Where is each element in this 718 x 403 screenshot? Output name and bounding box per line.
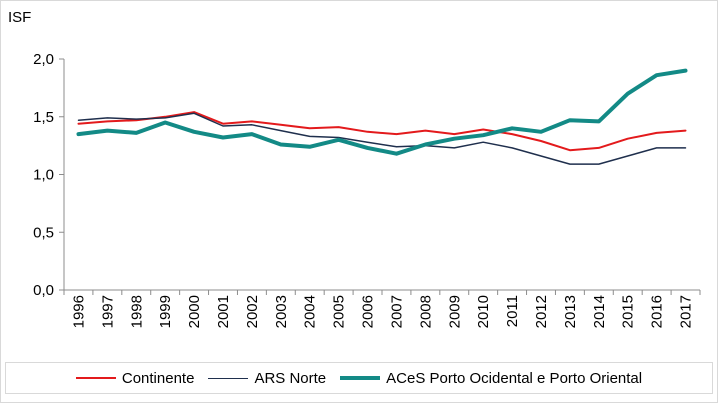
- legend-label-aces-porto: ACeS Porto Ocidental e Porto Oriental: [386, 369, 643, 387]
- y-tick-label: 1,5: [33, 109, 54, 126]
- x-tick-label: 2000: [186, 295, 203, 328]
- legend-item-aces-porto: ACeS Porto Ocidental e Porto Oriental: [340, 370, 642, 387]
- series-line-ars-norte: [77, 112, 687, 165]
- x-tick-label: 2017: [678, 295, 695, 328]
- x-tick-label: 2006: [360, 295, 377, 328]
- x-tick-label: 2009: [446, 295, 463, 328]
- x-tick-label: 2003: [273, 295, 290, 328]
- x-tick-label: 2004: [302, 295, 319, 328]
- x-tick-label: 1996: [70, 295, 87, 328]
- legend-item-ars-norte: ARS Norte: [208, 370, 326, 387]
- legend-label-ars-norte: ARS Norte: [254, 369, 327, 387]
- x-tick-label: 2008: [417, 295, 434, 328]
- legend-label-continente: Continente: [121, 369, 195, 387]
- x-tick-label: 2007: [388, 295, 405, 328]
- series-line-aces-porto-ocidental-e-porto-oriental: [76, 68, 688, 156]
- x-tick-label: 2015: [620, 295, 637, 328]
- legend-swatch-continente: [75, 377, 116, 379]
- series-line-continente: [77, 111, 687, 152]
- legend: Continente ARS Norte ACeS Porto Ocidenta…: [5, 362, 713, 394]
- x-tick-label: 1997: [99, 295, 116, 328]
- x-tick-label: 2002: [244, 295, 261, 328]
- x-tick-label: 2010: [475, 295, 492, 328]
- x-tick-label: 2005: [331, 295, 348, 328]
- y-tick-label: 2,0: [33, 51, 54, 68]
- x-tick-label: 2011: [504, 295, 521, 327]
- y-axis-label: ISF: [8, 9, 32, 26]
- x-tick-label: 1998: [128, 295, 145, 328]
- y-tick-label: 0,0: [33, 282, 54, 299]
- x-tick-label: 2016: [649, 295, 666, 328]
- legend-swatch-ars-norte: [208, 377, 249, 379]
- x-tick-label: 2014: [591, 295, 608, 328]
- x-tick-label: 1999: [157, 295, 174, 328]
- y-tick-label: 0,5: [33, 224, 54, 241]
- legend-swatch-aces-porto: [340, 376, 381, 380]
- y-tick-label: 1,0: [33, 167, 54, 184]
- x-tick-label: 2001: [215, 295, 232, 328]
- x-tick-label: 2012: [533, 295, 550, 328]
- legend-item-continente: Continente: [75, 369, 195, 387]
- x-tick-label: 2013: [562, 295, 579, 328]
